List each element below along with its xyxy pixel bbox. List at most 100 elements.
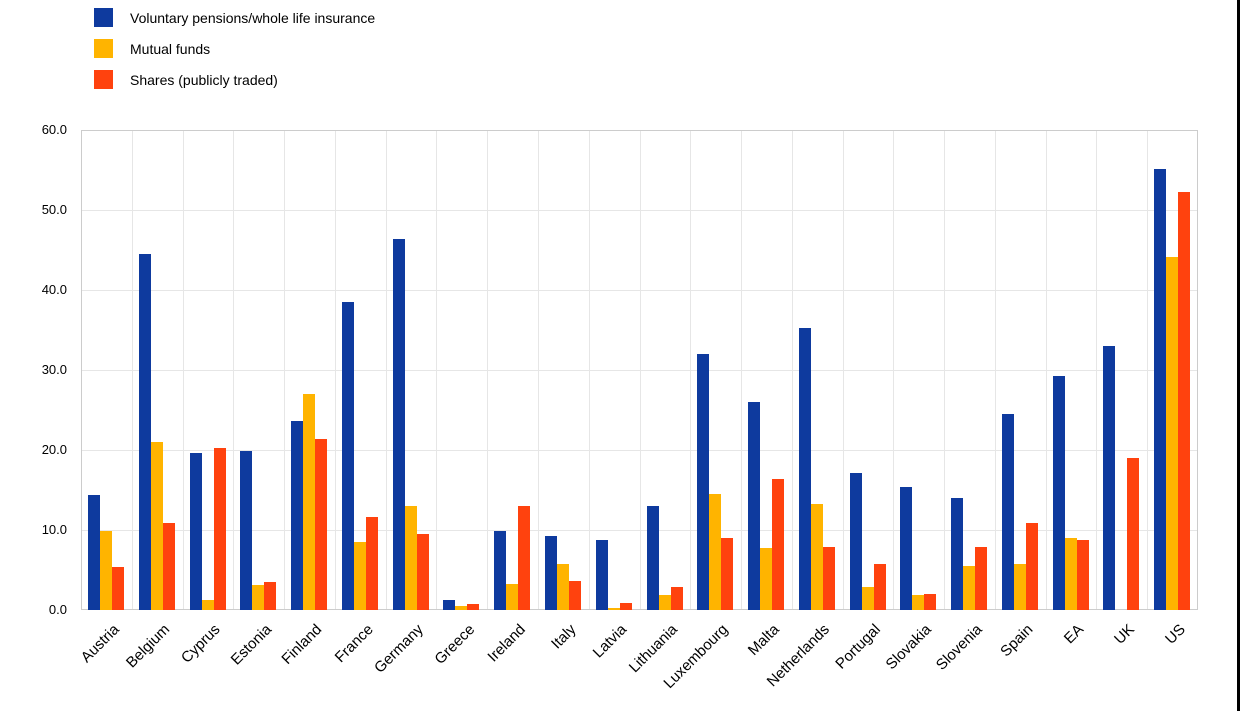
chart-bar — [709, 494, 722, 610]
chart-bar — [1064, 538, 1077, 610]
y-axis-tick-label: 10.0 — [41, 522, 67, 537]
chart-bar — [467, 604, 480, 610]
chart-bar — [240, 450, 253, 610]
chart-bar — [291, 421, 304, 610]
chart-bar — [341, 302, 354, 610]
legend-label: Mutual funds — [130, 40, 211, 57]
chart-bar — [213, 447, 226, 610]
chart-bar — [353, 542, 366, 610]
x-axis-category-label: US — [1161, 621, 1189, 648]
x-axis-category-label: Belgium — [122, 621, 174, 672]
gridline — [131, 130, 133, 610]
chart-bar — [1103, 346, 1116, 610]
chart-bar — [1076, 540, 1089, 610]
x-axis-category-label: Latvia — [589, 621, 631, 662]
chart-bar — [518, 506, 531, 610]
chart-bar — [1025, 522, 1038, 610]
chart-bar — [975, 546, 988, 610]
legend-item-shares: Shares (publicly traded) — [94, 70, 375, 89]
chart-bar — [315, 438, 328, 610]
chart-bar — [697, 354, 710, 610]
gridline — [233, 130, 235, 610]
chart-bar — [252, 585, 265, 610]
y-axis-tick-label: 50.0 — [41, 202, 67, 217]
gridline — [182, 130, 184, 610]
gridline — [639, 130, 641, 610]
gridline — [436, 130, 438, 610]
x-axis-category-label: Cyprus — [178, 621, 224, 667]
x-axis-category-label: Slovenia — [932, 621, 986, 674]
chart-bar — [924, 594, 937, 610]
gridline — [334, 130, 336, 610]
chart-bar — [822, 546, 835, 610]
gridline — [893, 130, 895, 610]
chart-bar — [365, 517, 378, 610]
y-axis-tick-label: 20.0 — [41, 442, 67, 457]
gridline — [842, 130, 844, 610]
legend-swatch-blue-icon — [94, 8, 113, 27]
x-axis-category-label: Spain — [997, 621, 1037, 661]
chart-bar — [912, 594, 925, 610]
chart-bar — [646, 506, 659, 610]
chart-bar — [150, 442, 163, 610]
gridline — [385, 130, 387, 610]
chart-bar — [1001, 414, 1014, 610]
chart-bar — [189, 453, 202, 610]
x-axis-category-label: Austria — [77, 621, 123, 667]
legend-item-mutual-funds: Mutual funds — [94, 39, 375, 58]
plot-frame — [81, 130, 1198, 610]
x-axis-category-label: Estonia — [227, 621, 275, 669]
chart-bar — [443, 600, 456, 610]
legend-label: Voluntary pensions/whole life insurance — [130, 9, 376, 26]
chart-bar — [506, 584, 519, 610]
chart-bar — [810, 504, 823, 610]
chart-bar — [556, 563, 569, 610]
chart-bar — [1127, 458, 1140, 610]
chart-bar — [1013, 564, 1026, 610]
chart-bar — [760, 548, 773, 610]
gridline — [588, 130, 590, 610]
chart-bar — [392, 238, 405, 610]
chart-bar — [201, 599, 214, 610]
gridline — [944, 130, 946, 610]
chart-bar — [544, 536, 557, 610]
x-axis-category-label: Greece — [431, 621, 478, 668]
chart-bar — [1166, 257, 1179, 610]
chart-bar — [1154, 169, 1167, 610]
chart-bar — [568, 581, 581, 610]
chart-bar — [416, 534, 429, 610]
chart-bar — [88, 494, 100, 610]
gridline — [1045, 130, 1047, 610]
chart-bar — [138, 254, 151, 610]
chart-bar — [1052, 376, 1065, 610]
y-axis-tick-label: 60.0 — [41, 122, 67, 137]
x-axis-category-label: Germany — [371, 621, 428, 677]
x-axis-category-label: Malta — [744, 621, 783, 659]
legend-item-voluntary-pensions: Voluntary pensions/whole life insurance — [94, 8, 375, 27]
chart-bar — [873, 564, 886, 610]
chart-bar — [619, 602, 632, 610]
chart-bar — [264, 582, 277, 610]
chart-bar — [900, 486, 913, 610]
gridline — [487, 130, 489, 610]
gridline — [1096, 130, 1098, 610]
x-axis-category-label: EA — [1060, 621, 1088, 648]
legend-swatch-orange-icon — [94, 70, 113, 89]
chart-bar — [607, 608, 620, 610]
legend: Voluntary pensions/whole life insurance … — [94, 8, 375, 101]
chart-bar — [670, 586, 683, 610]
x-axis-category-label: Portugal — [832, 621, 885, 673]
x-axis-category-label: Italy — [547, 621, 580, 653]
gridline — [537, 130, 539, 610]
chart-bar — [404, 506, 417, 610]
legend-swatch-yellow-icon — [94, 39, 113, 58]
gridline — [284, 130, 286, 610]
y-axis-tick-label: 0.0 — [48, 602, 67, 617]
chart-bar — [951, 498, 964, 610]
chart-bar — [595, 539, 608, 610]
gridline — [791, 130, 793, 610]
chart-bar — [100, 530, 112, 610]
x-axis-category-label: UK — [1111, 621, 1138, 648]
chart-bar — [112, 566, 124, 610]
